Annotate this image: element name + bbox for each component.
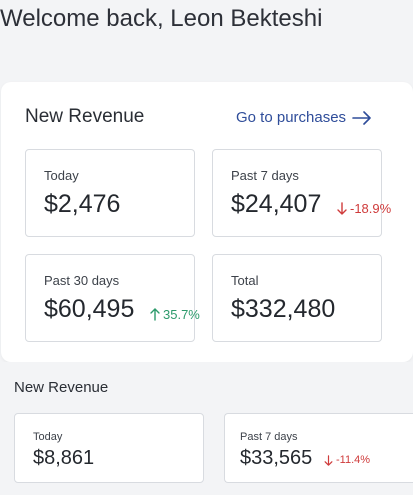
stat-card-today: Today $2,476 bbox=[25, 149, 195, 237]
change-indicator: -18.9% bbox=[337, 201, 391, 216]
stat-card-today-small: Today $8,861 bbox=[14, 413, 204, 483]
arrow-down-icon bbox=[324, 454, 333, 466]
arrow-up-icon bbox=[150, 308, 160, 321]
new-revenue-panel: New Revenue Go to purchases Today $2,476… bbox=[1, 82, 413, 362]
stat-label: Today bbox=[33, 431, 63, 443]
change-value: -18.9% bbox=[350, 201, 392, 216]
change-indicator: -11.4% bbox=[324, 454, 370, 466]
stat-card-total: Total $332,480 bbox=[212, 254, 382, 342]
stat-value: $2,476 bbox=[44, 190, 121, 218]
change-indicator: 35.7% bbox=[150, 307, 200, 322]
stat-card-past-7-days-small: Past 7 days $33,565 -11.4% bbox=[224, 413, 413, 483]
stat-label: Past 7 days bbox=[231, 168, 299, 183]
change-value: 35.7% bbox=[163, 307, 200, 322]
stat-card-past-30-days: Past 30 days $60,495 35.7% bbox=[25, 254, 200, 342]
go-to-purchases-link[interactable]: Go to purchases bbox=[236, 109, 372, 126]
link-label: Go to purchases bbox=[236, 109, 347, 126]
stat-value: $332,480 bbox=[231, 295, 336, 323]
arrow-down-icon bbox=[337, 202, 347, 215]
stat-value: $8,861 bbox=[33, 447, 95, 469]
change-value: -11.4% bbox=[336, 454, 371, 466]
stat-card-past-7-days: Past 7 days $24,407 -18.9% bbox=[212, 149, 391, 237]
stat-value: $60,495 bbox=[44, 295, 135, 323]
stat-value: $33,565 bbox=[240, 447, 313, 469]
section-title: New Revenue bbox=[14, 379, 109, 396]
stat-label: Past 30 days bbox=[44, 273, 120, 288]
welcome-heading: Welcome back, Leon Bekteshi bbox=[0, 5, 323, 32]
panel-title: New Revenue bbox=[25, 106, 145, 127]
stat-value: $24,407 bbox=[231, 190, 322, 218]
stat-label: Past 7 days bbox=[240, 431, 298, 443]
stat-label: Today bbox=[44, 168, 79, 183]
stat-label: Total bbox=[231, 273, 259, 288]
arrow-right-icon bbox=[352, 110, 371, 125]
